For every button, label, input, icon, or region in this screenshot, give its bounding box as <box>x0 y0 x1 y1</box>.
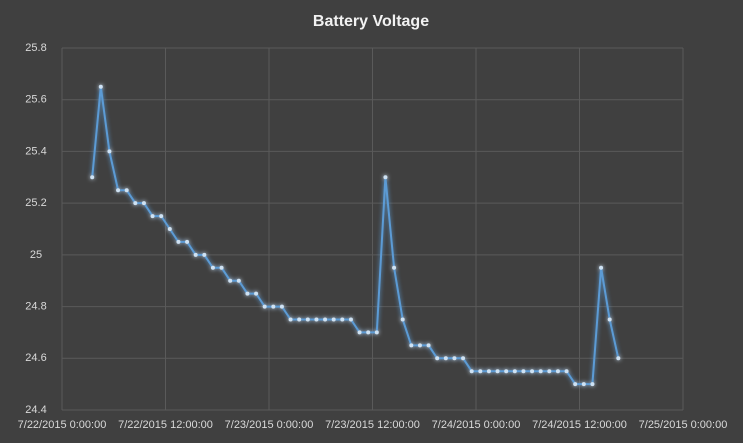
point <box>590 382 595 387</box>
point <box>366 330 371 335</box>
point <box>116 188 121 193</box>
point <box>374 330 379 335</box>
point <box>176 239 181 244</box>
point <box>607 317 612 322</box>
point <box>504 369 509 374</box>
y-tick-label: 24.8 <box>25 300 46 312</box>
point <box>193 252 198 257</box>
point <box>452 356 457 361</box>
y-tick-label: 25.2 <box>25 197 46 209</box>
point <box>262 304 267 309</box>
point <box>573 382 578 387</box>
y-tick-label: 25.6 <box>25 94 46 106</box>
x-tick-label: 7/23/2015 12:00:00 <box>325 419 420 431</box>
point <box>616 356 621 361</box>
x-tick-label: 7/25/2015 0:00:00 <box>639 419 728 431</box>
point <box>581 382 586 387</box>
point <box>409 343 414 348</box>
point <box>236 278 241 283</box>
point <box>357 330 362 335</box>
point <box>469 369 474 374</box>
point <box>461 356 466 361</box>
point <box>271 304 276 309</box>
point <box>331 317 336 322</box>
point <box>167 227 172 231</box>
y-tick-label: 25.8 <box>25 42 46 54</box>
x-tick-label: 7/23/2015 0:00:00 <box>225 419 314 431</box>
point <box>538 369 543 374</box>
point <box>314 317 319 322</box>
x-tick-label: 7/22/2015 0:00:00 <box>18 419 107 431</box>
point <box>90 175 95 180</box>
chart-title: Battery Voltage <box>313 13 429 30</box>
point <box>210 265 215 270</box>
y-tick-label: 25.4 <box>25 145 46 157</box>
line <box>91 86 620 386</box>
point <box>417 343 422 348</box>
point <box>400 317 405 322</box>
point <box>443 356 448 361</box>
point <box>288 317 293 322</box>
series <box>90 84 621 387</box>
point <box>254 291 259 296</box>
point <box>426 343 431 348</box>
point <box>486 369 491 374</box>
x-tick-label: 7/24/2015 12:00:00 <box>532 419 627 431</box>
point <box>512 369 517 374</box>
point <box>530 369 535 374</box>
point <box>478 369 483 374</box>
point <box>107 149 112 154</box>
point <box>305 317 310 322</box>
point <box>133 201 138 206</box>
point <box>228 278 233 283</box>
y-tick-label: 24.6 <box>25 352 46 364</box>
y-tick-label: 25 <box>30 249 42 261</box>
point <box>547 369 552 374</box>
point <box>297 317 302 322</box>
point <box>599 265 604 270</box>
point <box>392 265 397 270</box>
point <box>98 84 103 89</box>
y-tick-label: 24.4 <box>25 404 46 416</box>
point <box>521 369 526 374</box>
point <box>150 214 155 219</box>
point <box>495 369 500 374</box>
point <box>323 317 328 322</box>
point <box>340 317 345 322</box>
point <box>202 252 207 257</box>
x-tick-label: 7/22/2015 12:00:00 <box>118 419 213 431</box>
point <box>348 317 353 322</box>
point <box>141 201 146 206</box>
x-tick-label: 7/24/2015 0:00:00 <box>432 419 521 431</box>
point <box>435 356 440 361</box>
point <box>279 304 284 309</box>
point <box>555 369 560 374</box>
point <box>219 265 224 270</box>
point <box>159 214 164 219</box>
point <box>383 175 388 180</box>
point <box>564 369 569 374</box>
point <box>124 188 129 193</box>
point <box>185 239 190 244</box>
point <box>245 291 250 296</box>
